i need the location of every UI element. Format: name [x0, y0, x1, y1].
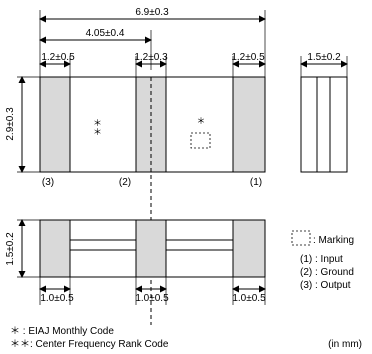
legend-pin-3: (3) : Output: [300, 280, 351, 291]
dim-side-thickness: 1.5±0.2: [307, 52, 341, 63]
legend-pin-2: (2) : Ground: [300, 267, 354, 278]
dim-bottom-pad-right: 1.0±0.5: [232, 293, 266, 304]
electrode-right: [232, 76, 266, 173]
electrode-left: [39, 76, 71, 173]
side-view: [300, 56, 348, 173]
dim-electrode-right: 1.2±0.5: [231, 52, 265, 63]
dim-bottom-pad-center: 1.0±0.5: [135, 293, 169, 304]
dim-electrode-left: 1.2±0.5: [41, 52, 75, 63]
dim-body-height: 2.9±0.3: [5, 107, 16, 141]
rank-code-symbol: ＊＊: [92, 118, 102, 136]
legend: : Marking (1) : Input (2) : Ground (3) :…: [291, 230, 354, 291]
dimension-lines: [18, 15, 266, 173]
marking-area: [190, 132, 211, 149]
footnote-rank-code: ＊＊: Center Frequency Rank Code: [10, 339, 169, 350]
side-view-body: [300, 76, 348, 173]
footnote-monthly-code: ＊ : EIAJ Monthly Code: [10, 326, 114, 337]
unit-note: (in mm): [328, 339, 362, 350]
bottom-pad-right: [232, 219, 266, 278]
dim-pitch: 4.05±0.4: [86, 28, 125, 39]
dim-electrode-center: 1.2±0.3: [134, 52, 168, 63]
dim-bottom-thickness: 1.5±0.2: [5, 232, 16, 266]
legend-marking-box: [291, 230, 311, 246]
bottom-pad-left: [39, 219, 71, 278]
legend-pin-1: (1) : Input: [300, 254, 343, 265]
pin-label-1: (1): [250, 177, 262, 188]
pin-label-2: (2): [119, 177, 131, 188]
dim-overall-length: 6.9±0.3: [135, 7, 169, 18]
monthly-code-symbol: ＊: [196, 116, 205, 126]
legend-marking-label: : Marking: [313, 235, 354, 246]
top-view: ＊＊ ＊ (3) (2) (1): [39, 76, 266, 188]
bottom-view: [17, 219, 266, 305]
pin-label-3: (3): [42, 177, 54, 188]
bottom-pad-center: [135, 219, 167, 278]
dim-bottom-pad-left: 1.0±0.5: [40, 293, 74, 304]
footnotes: ＊ : EIAJ Monthly Code ＊＊: Center Frequen…: [10, 326, 362, 350]
